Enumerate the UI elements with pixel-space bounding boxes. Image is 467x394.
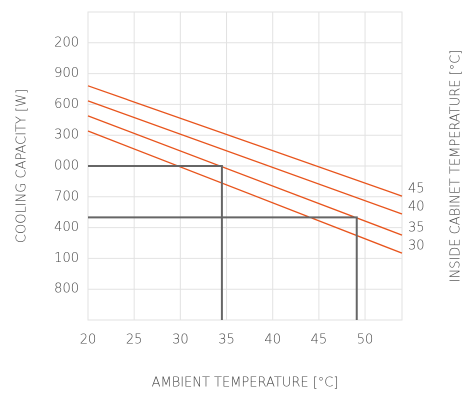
x-axis-label: AMBIENT TEMPERATURE [°C]: [152, 376, 339, 391]
y-tick-label: 600: [54, 97, 79, 112]
series-label: 40: [408, 200, 425, 215]
x-tick-label: 30: [172, 333, 189, 348]
x-tick-label: 50: [357, 333, 374, 348]
series-label: 35: [408, 221, 425, 236]
reference-line: [88, 216, 358, 320]
y-tick-label: 900: [54, 66, 79, 81]
y-tick-label: 400: [54, 220, 79, 235]
x-tick-label: 35: [218, 333, 235, 348]
x-tick-label: 20: [80, 333, 97, 348]
y-tick-label: 200: [54, 35, 79, 50]
y-tick-label: 000: [54, 159, 79, 174]
series-label: 30: [408, 239, 425, 254]
y2-axis-label: INSIDE CABINET TEMPERATURE [°C]: [449, 50, 464, 283]
reference-line: [88, 165, 223, 320]
series-label: 45: [408, 182, 425, 197]
series-line: [87, 130, 403, 254]
y-tick-label: 700: [54, 189, 79, 204]
series-line: [87, 115, 403, 236]
y-tick-label: 100: [54, 251, 79, 266]
y-axis-label: COOLING CAPACITY [W]: [15, 89, 30, 243]
series-line: [87, 100, 403, 215]
y-tick-label: 300: [54, 128, 79, 143]
x-tick-label: 45: [311, 333, 328, 348]
x-tick-label: 40: [264, 333, 281, 348]
series-line: [87, 85, 403, 197]
x-tick-label: 25: [126, 333, 143, 348]
y-tick-label: 800: [54, 282, 79, 297]
